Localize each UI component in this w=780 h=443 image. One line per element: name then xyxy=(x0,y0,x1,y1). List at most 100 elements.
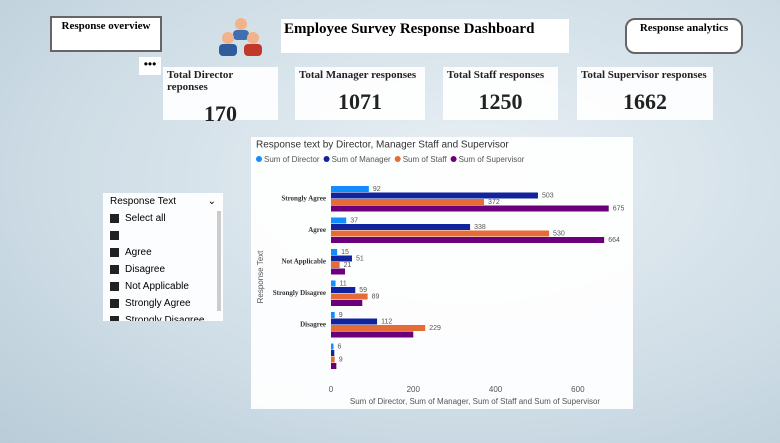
checkbox[interactable] xyxy=(110,265,119,274)
x-tick-label: 600 xyxy=(571,385,585,394)
button-label: Response overview xyxy=(61,20,151,32)
x-tick-label: 400 xyxy=(489,385,503,394)
value-label: 15 xyxy=(341,249,349,256)
kpi-card: Total Staff responses 1250 xyxy=(443,67,558,120)
kpi-label: Total Director reponses xyxy=(167,69,234,93)
kpi-label: Total Staff responses xyxy=(447,69,545,81)
more-menu[interactable]: ••• xyxy=(139,57,161,75)
y-tick-label: Agree xyxy=(308,226,326,234)
y-tick-label: Strongly Agree xyxy=(281,195,326,203)
bar xyxy=(331,300,363,306)
y-axis-title: Response Text xyxy=(256,250,265,304)
bar xyxy=(331,237,605,243)
bar xyxy=(331,262,340,268)
bar xyxy=(331,268,345,275)
legend-label: Sum of Staff xyxy=(403,155,448,164)
legend-marker xyxy=(394,156,401,162)
value-label: 59 xyxy=(359,287,367,294)
bar xyxy=(331,363,337,369)
bar xyxy=(331,350,335,356)
bar xyxy=(331,255,352,262)
checkbox[interactable] xyxy=(110,316,119,321)
checkbox[interactable] xyxy=(110,214,119,223)
bar xyxy=(331,280,336,287)
slicer-item[interactable]: Not Applicable xyxy=(103,278,223,295)
bar xyxy=(331,217,347,224)
bar xyxy=(331,343,334,350)
slicer-item-label: Not Applicable xyxy=(125,281,189,292)
value-label: 92 xyxy=(373,186,381,193)
bar xyxy=(331,186,369,192)
checkbox[interactable] xyxy=(110,248,119,257)
slicer-item[interactable]: Agree xyxy=(103,244,223,261)
y-tick-label: Not Applicable xyxy=(281,258,326,266)
kpi-value: 1250 xyxy=(478,89,523,114)
value-label: 89 xyxy=(372,294,380,301)
bar xyxy=(331,249,338,255)
value-label: 11 xyxy=(340,281,347,288)
checkbox[interactable] xyxy=(110,282,119,291)
bar xyxy=(331,331,414,338)
value-label: 21 xyxy=(344,262,352,269)
button-label: Response analytics xyxy=(639,22,729,34)
x-tick-label: 200 xyxy=(407,385,421,394)
legend-marker xyxy=(256,156,262,162)
slicer-item-label: Disagree xyxy=(125,264,166,275)
value-label: 372 xyxy=(488,199,500,206)
kpi-card: Total Manager responses 1071 xyxy=(295,67,425,120)
bar xyxy=(331,199,485,205)
bar xyxy=(331,312,335,318)
kpi-value: 1071 xyxy=(338,89,382,114)
bar xyxy=(331,356,335,363)
bar xyxy=(331,230,550,237)
bar xyxy=(331,224,471,230)
kpi-label: Total Supervisor responses xyxy=(581,69,707,81)
kpi-value: 1662 xyxy=(623,89,667,114)
chart-title: Response text by Director, Manager Staff… xyxy=(256,140,509,151)
bar xyxy=(331,192,538,199)
title-box: Employee Survey Response Dashboard xyxy=(281,19,569,53)
slicer-item[interactable]: Strongly Disagree xyxy=(103,312,223,321)
bar xyxy=(331,287,356,293)
checkbox[interactable] xyxy=(110,231,119,240)
chart: Response text by Director, Manager Staff… xyxy=(251,137,633,409)
slicer-title: Response Text xyxy=(110,196,176,207)
slicer-item-label: Strongly Disagree xyxy=(125,315,205,321)
kpi-label: Total Manager responses xyxy=(299,69,417,81)
slicer-item[interactable] xyxy=(103,227,223,244)
kpi-card: Total Director reponses 170 xyxy=(163,67,278,126)
value-label: 9 xyxy=(339,312,343,319)
bar xyxy=(331,318,378,325)
legend-label: Sum of Director xyxy=(264,155,320,164)
slicer-item[interactable]: Disagree xyxy=(103,261,223,278)
legend-label: Sum of Manager xyxy=(332,155,391,164)
checkbox[interactable] xyxy=(110,299,119,308)
value-label: 229 xyxy=(429,325,441,332)
value-label: 112 xyxy=(381,319,392,326)
slicer-item-label: Strongly Agree xyxy=(125,298,191,309)
x-axis-title: Sum of Director, Sum of Manager, Sum of … xyxy=(350,397,601,406)
slicer-item[interactable]: Strongly Agree xyxy=(103,295,223,312)
x-tick-label: 0 xyxy=(329,385,334,394)
nav-button[interactable]: Response analytics xyxy=(625,18,743,54)
dashboard-title: Employee Survey Response Dashboard xyxy=(284,21,535,37)
value-label: 664 xyxy=(608,237,620,244)
value-label: 51 xyxy=(356,256,364,263)
bar xyxy=(331,205,609,212)
legend-marker xyxy=(323,156,330,162)
slicer-header: Response Text ⌄ xyxy=(110,196,216,207)
value-label: 37 xyxy=(350,218,358,225)
slicer: Response Text ⌄ Select all Agree Disagree No… xyxy=(103,193,223,321)
value-label: 6 xyxy=(337,344,341,351)
slicer-item-label: Select all xyxy=(125,213,166,224)
value-label: 9 xyxy=(339,357,343,364)
slicer-item-label: Agree xyxy=(125,247,152,258)
bar xyxy=(331,293,368,300)
bar xyxy=(331,325,426,331)
value-label: 338 xyxy=(474,224,486,231)
slicer-item[interactable]: Select all xyxy=(103,210,223,227)
kpi-card: Total Supervisor responses 1662 xyxy=(577,67,713,120)
scrollbar xyxy=(217,211,221,311)
nav-button[interactable]: Response overview xyxy=(50,16,162,52)
legend-marker xyxy=(450,156,457,162)
